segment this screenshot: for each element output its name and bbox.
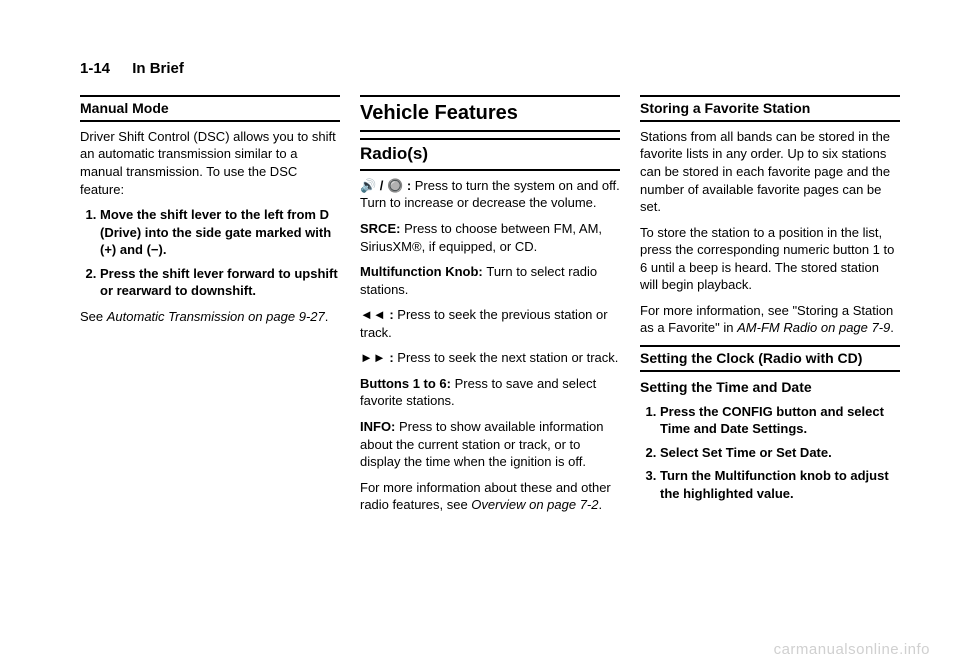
see-period: . <box>325 309 329 324</box>
srce-label: SRCE: <box>360 221 404 236</box>
setting-time-date-subhead: Setting the Time and Date <box>640 378 900 397</box>
more-info-para: For more information about these and oth… <box>360 479 620 514</box>
info-label: INFO: <box>360 419 399 434</box>
setting-clock-heading: Setting the Clock (Radio with CD) <box>640 345 900 372</box>
storing-more-para: For more information, see "Storing a Sta… <box>640 302 900 337</box>
dsc-step-2: Press the shift lever forward to upshift… <box>100 265 340 300</box>
column-1: Manual Mode Driver Shift Control (DSC) a… <box>80 95 340 522</box>
column-3: Storing a Favorite Station Stations from… <box>640 95 900 522</box>
column-layout: Manual Mode Driver Shift Control (DSC) a… <box>80 95 900 522</box>
storing-link: AM-FM Radio on page 7-9 <box>737 320 890 335</box>
storing-period: . <box>890 320 894 335</box>
page-content: 1-14 In Brief Manual Mode Driver Shift C… <box>0 0 960 522</box>
vehicle-features-heading: Vehicle Features <box>360 95 620 132</box>
buttons-para: Buttons 1 to 6: Press to save and select… <box>360 375 620 410</box>
storing-favorite-heading: Storing a Favorite Station <box>640 95 900 122</box>
prev-text: Press to seek the previous station or tr… <box>360 307 608 340</box>
manual-mode-heading: Manual Mode <box>80 95 340 122</box>
more-link: Overview on page 7-2 <box>471 497 598 512</box>
see-prefix: See <box>80 309 107 324</box>
clock-steps: Press the CONFIG button and select Time … <box>640 403 900 503</box>
watermark-text: carmanualsonline.info <box>774 641 930 658</box>
page-header: 1-14 In Brief <box>80 60 900 77</box>
clock-step-3: Turn the Multifunction knob to adjust th… <box>660 467 900 502</box>
storing-para-2: To store the station to a position in th… <box>640 224 900 294</box>
srce-para: SRCE: Press to choose between FM, AM, Si… <box>360 220 620 255</box>
power-icon-label: 🔊 / 🔘 : <box>360 178 415 193</box>
dsc-intro-text: Driver Shift Control (DSC) allows you to… <box>80 128 340 198</box>
prev-icon-label: ◄◄ : <box>360 307 397 322</box>
next-para: ►► : Press to seek the next station or t… <box>360 349 620 367</box>
next-text: Press to seek the next station or track. <box>397 350 618 365</box>
see-link: Automatic Transmission on page 9-27 <box>107 309 325 324</box>
buttons-label: Buttons 1 to 6: <box>360 376 455 391</box>
prev-para: ◄◄ : Press to seek the previous station … <box>360 306 620 341</box>
power-para: 🔊 / 🔘 : Press to turn the system on and … <box>360 177 620 212</box>
storing-para-1: Stations from all bands can be stored in… <box>640 128 900 216</box>
dsc-step-1: Move the shift lever to the left from D … <box>100 206 340 259</box>
clock-step-1: Press the CONFIG button and select Time … <box>660 403 900 438</box>
next-icon-label: ►► : <box>360 350 397 365</box>
see-reference: See Automatic Transmission on page 9-27. <box>80 308 340 326</box>
multi-para: Multifunction Knob: Turn to select radio… <box>360 263 620 298</box>
info-para: INFO: Press to show available informatio… <box>360 418 620 471</box>
clock-step-2: Select Set Time or Set Date. <box>660 444 900 462</box>
dsc-steps: Move the shift lever to the left from D … <box>80 206 340 300</box>
column-2: Vehicle Features Radio(s) 🔊 / 🔘 : Press … <box>360 95 620 522</box>
more-period: . <box>598 497 602 512</box>
radios-heading: Radio(s) <box>360 138 620 171</box>
multi-label: Multifunction Knob: <box>360 264 486 279</box>
chapter-title: In Brief <box>132 60 184 77</box>
page-number: 1-14 <box>80 60 110 77</box>
